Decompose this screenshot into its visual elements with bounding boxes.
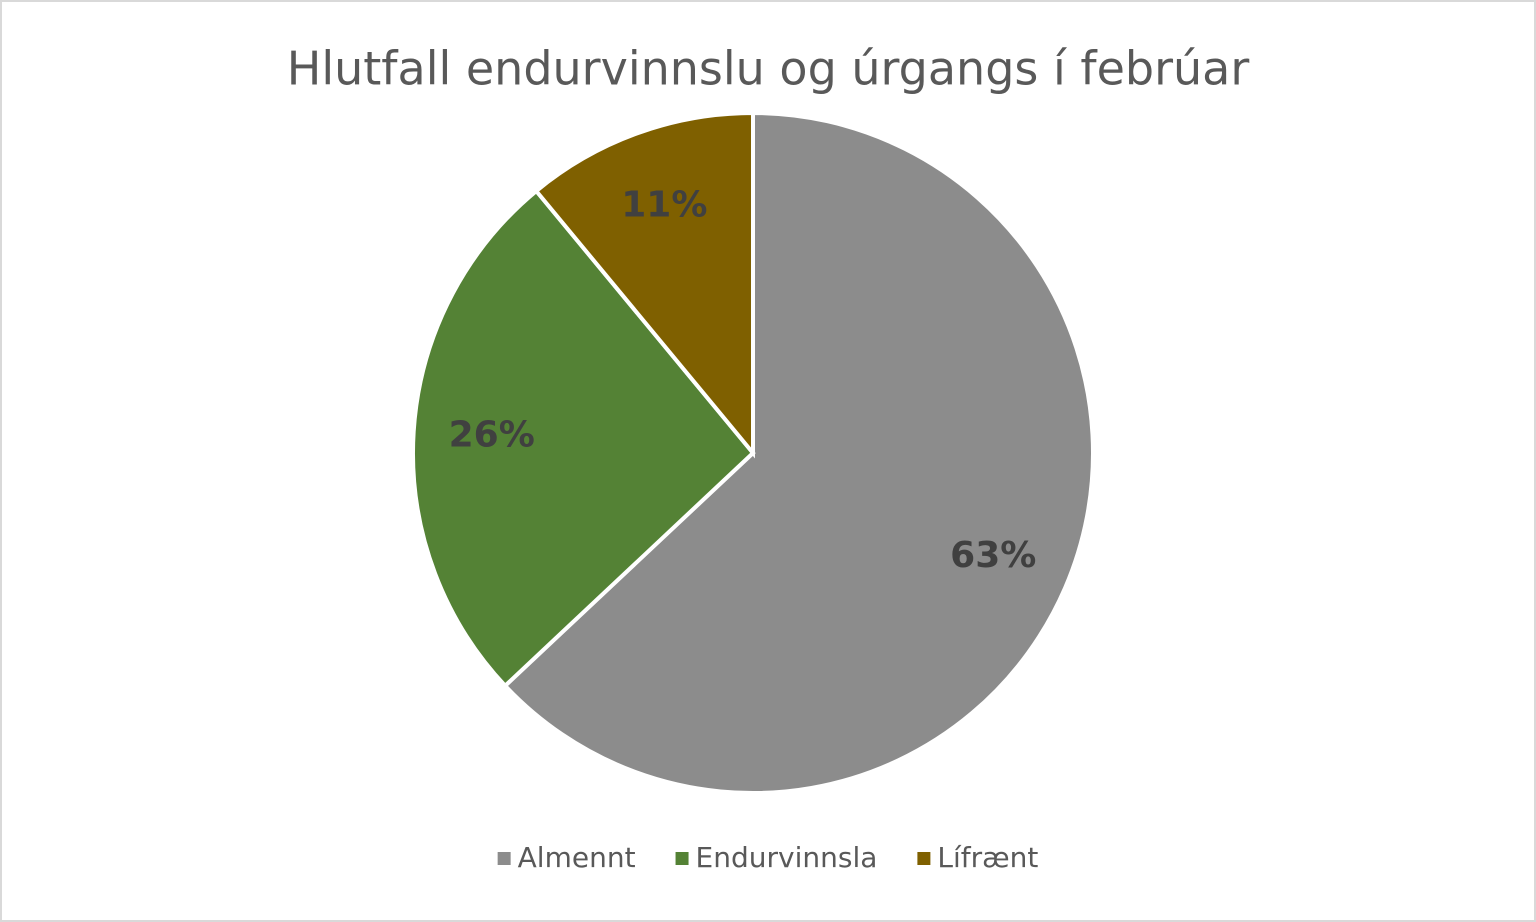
- chart-title: Hlutfall endurvinnslu og úrgangs í febrú…: [287, 42, 1250, 96]
- legend-marker: [497, 852, 511, 865]
- legend-label: Almennt: [518, 841, 636, 874]
- legend-marker: [917, 852, 931, 865]
- legend-marker: [675, 852, 689, 865]
- pie-slice: [502, 110, 1095, 795]
- data-label: 63%: [950, 535, 1036, 576]
- legend-label: Endurvinnsla: [696, 841, 878, 874]
- data-label: 26%: [449, 415, 535, 456]
- data-label: 11%: [621, 185, 707, 226]
- pie-slice: [411, 188, 756, 689]
- legend-label: Lífrænt: [937, 841, 1038, 874]
- pie-slice: [533, 110, 755, 459]
